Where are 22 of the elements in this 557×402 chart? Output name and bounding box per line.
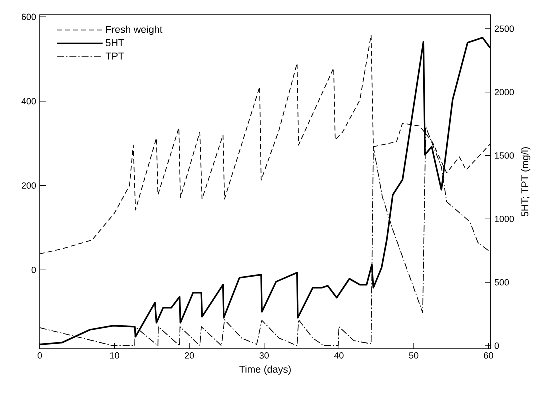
- x-tick-label: 50: [409, 352, 419, 359]
- y2-tick-label: 500: [494, 279, 510, 286]
- x-tick-label: 0: [38, 352, 42, 359]
- y-tick-label: 400: [22, 98, 36, 105]
- y-tick-label: 200: [22, 182, 36, 189]
- y-tick-label: 600: [22, 14, 36, 20]
- y-tick-label: 0: [32, 266, 36, 274]
- y2-tick-label: 2500: [494, 26, 514, 32]
- legend-label: TPT: [106, 52, 124, 60]
- x-tick-label: 10: [110, 352, 120, 359]
- x-axis-title: Time (days): [240, 366, 291, 375]
- x-tick-label: 60: [484, 352, 494, 359]
- x-tick-label: 20: [185, 352, 194, 359]
- y2-tick-label: 1000: [495, 216, 514, 222]
- y2-tick-label: 1500: [495, 152, 514, 159]
- x-tick-label: 40: [334, 352, 344, 359]
- legend-label: Fresh weight: [106, 26, 163, 36]
- y2-tick-label: 0: [494, 342, 500, 350]
- y2-tick-label: 2000: [494, 89, 514, 96]
- x-tick-label: 30: [260, 352, 270, 359]
- y2-axis-title: 5HT; TPT (mg/l): [521, 147, 531, 217]
- legend-label: 5HT: [106, 40, 124, 47]
